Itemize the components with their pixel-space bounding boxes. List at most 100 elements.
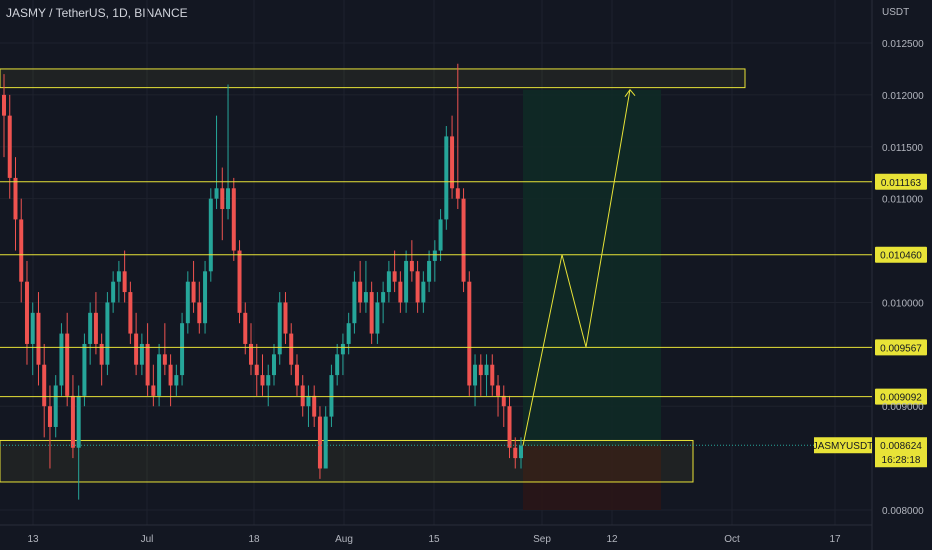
candle-body [375, 302, 380, 334]
levels-layer: 0.011163 0.010460 0.009567 0.009092 JASMYUSD… [0, 173, 927, 468]
x-tick-label: 12 [606, 534, 618, 545]
candle-body [386, 271, 391, 293]
candle-body [185, 281, 190, 324]
candle-body [174, 375, 179, 386]
y-tick-label: 0.011000 [882, 195, 923, 206]
candle-body [271, 354, 276, 376]
price-level-badge [875, 246, 927, 263]
candle-body [404, 260, 409, 303]
stop-zone [523, 445, 661, 510]
candle-body [151, 385, 156, 396]
candle-body [254, 364, 259, 376]
candle-body [7, 115, 12, 178]
candle-body [306, 395, 311, 407]
candle-body [513, 447, 518, 459]
candle-body [317, 416, 322, 469]
candle-body [455, 188, 460, 199]
projection-path [522, 89, 631, 446]
candle-body [231, 188, 236, 251]
candle-body [226, 188, 231, 210]
candle-body [128, 292, 133, 334]
candle-body [145, 343, 150, 386]
candle-body [294, 364, 299, 386]
price-level-label: 0.009567 [880, 343, 922, 354]
last-price-badge [875, 437, 927, 468]
candle-body [203, 271, 208, 324]
candle-body [363, 292, 368, 303]
time-axis[interactable]: 13 Jul 18 Aug 15 Sep 12 Oct 17 [27, 534, 841, 545]
candle-body [214, 188, 219, 199]
candle-body [59, 333, 64, 386]
candle-body [335, 354, 340, 376]
x-tick-label: Sep [533, 534, 551, 545]
currency-label: USDT [882, 7, 909, 18]
candle-body [266, 375, 271, 386]
candle-body [42, 364, 47, 407]
candle-body [208, 198, 213, 272]
candle-body [180, 323, 185, 376]
candle-body [53, 385, 58, 427]
candle-body [352, 281, 357, 324]
candle-body [289, 333, 294, 365]
candle-body [300, 385, 305, 407]
countdown-label: 16:28:18 [882, 455, 921, 466]
candle-body [99, 343, 104, 365]
x-tick-label: 13 [27, 534, 39, 545]
x-tick-label: Aug [335, 534, 353, 545]
candle-body [70, 395, 75, 448]
y-tick-label: 0.010000 [882, 298, 924, 309]
support-zone [0, 439, 694, 483]
candle-body [76, 395, 81, 448]
candle-body [283, 302, 288, 334]
candle-body [461, 198, 466, 282]
candle-body [467, 281, 472, 386]
y-tick-label: 0.009000 [882, 402, 924, 413]
target-zone [523, 89, 661, 446]
candle-body [157, 354, 162, 396]
price-axis[interactable]: 0.012500 0.012000 0.011500 0.011000 0.010000… [882, 7, 924, 517]
candle-body [65, 333, 70, 396]
candle-body [358, 281, 363, 303]
candle-body [93, 312, 98, 344]
candle-body [237, 250, 242, 313]
candle-body [496, 385, 501, 396]
candle-body [30, 312, 35, 344]
candle-body [507, 406, 512, 448]
candle-body [501, 395, 506, 407]
candle-body [444, 136, 449, 220]
price-level-badge [875, 339, 927, 356]
x-tick-label: Jul [141, 534, 154, 545]
resistance-zone [0, 68, 746, 89]
candle-body [243, 312, 248, 344]
candle-body [260, 375, 265, 386]
price-level-badge [875, 173, 927, 190]
x-tick-label: Oct [724, 534, 740, 545]
candle-body [478, 364, 483, 376]
candle-body [427, 260, 432, 282]
candle-body [111, 281, 116, 303]
candle-body [88, 312, 93, 344]
candle-body [105, 302, 110, 365]
symbol-badge-label: JASMYUSDT [813, 441, 874, 452]
candle-body [346, 323, 351, 344]
candle-body [432, 250, 437, 261]
candle-body [220, 188, 225, 210]
candle-body [329, 375, 334, 417]
y-tick-label: 0.011500 [882, 143, 923, 154]
x-tick-label: 18 [248, 534, 260, 545]
symbol-badge [814, 437, 872, 454]
chart-title: JASMY / TetherUS, 1D, BINANCE [6, 6, 188, 20]
y-tick-label: 0.008000 [882, 506, 924, 517]
candle-body [369, 292, 374, 334]
candle-body [134, 333, 139, 365]
candle-body [438, 219, 443, 251]
y-tick-label: 0.012000 [882, 91, 924, 102]
candle-body [168, 364, 173, 386]
candles-layer [2, 63, 523, 500]
price-level-label: 0.011163 [881, 178, 922, 189]
candle-body [312, 395, 317, 417]
candle-body [473, 364, 478, 386]
price-level-label: 0.009092 [880, 393, 922, 404]
candle-body [490, 364, 495, 386]
